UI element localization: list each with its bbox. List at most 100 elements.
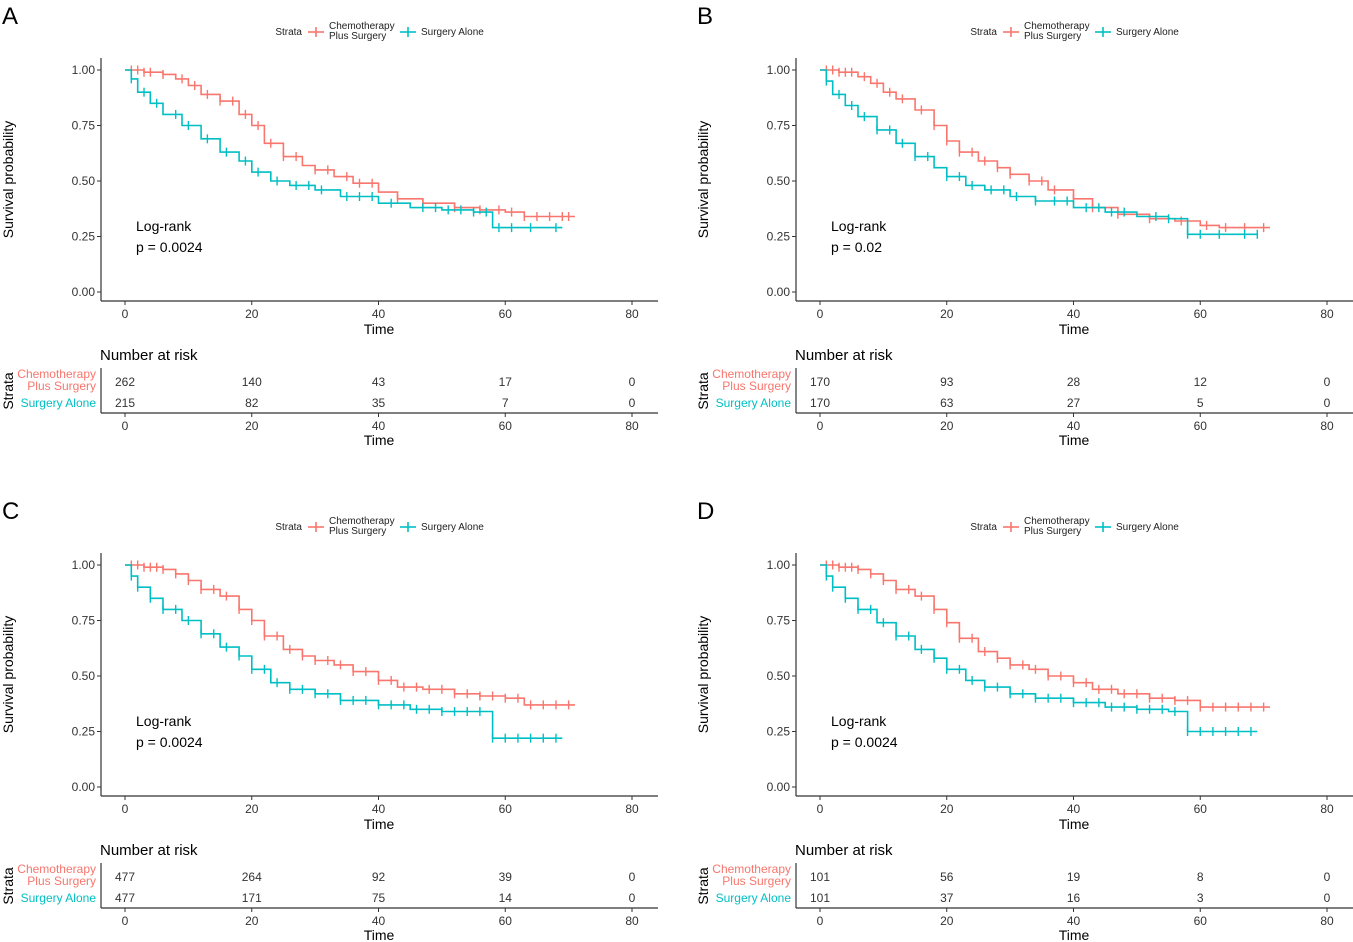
risk-x-tick-label: 40 [372, 419, 386, 433]
y-axis-title: Survival probability [0, 616, 16, 734]
y-tick-label: 0.00 [72, 780, 96, 794]
risk-count: 63 [940, 396, 954, 410]
legend-label: Chemotherapy [1024, 21, 1090, 32]
y-tick-label: 1.00 [72, 63, 96, 77]
panel-letter: A [2, 3, 18, 30]
risk-x-tick-label: 80 [625, 419, 639, 433]
risk-row-label: Chemotherapy [17, 862, 96, 876]
risk-count: 82 [245, 396, 259, 410]
y-tick-label: 0.25 [72, 230, 96, 244]
logrank-label: Log-rank [831, 218, 887, 234]
x-tick-label: 20 [940, 802, 954, 816]
y-tick-label: 0.00 [72, 285, 96, 299]
legend-label: Chemotherapy [329, 516, 395, 527]
survival-curve-chemotherapy [820, 564, 1270, 708]
x-axis-title: Time [364, 816, 395, 832]
risk-table-title: Number at risk [100, 347, 198, 364]
legend-title: Strata [970, 522, 997, 533]
risk-count: 28 [1067, 375, 1081, 389]
legend-label: Plus Surgery [1024, 31, 1081, 42]
y-tick-label: 0.25 [72, 725, 96, 739]
x-tick-label: 40 [1067, 802, 1081, 816]
risk-count: 264 [242, 870, 262, 884]
risk-x-tick-label: 60 [1194, 419, 1208, 433]
y-tick-label: 1.00 [72, 558, 96, 572]
risk-x-tick-label: 20 [245, 914, 259, 928]
legend-label: Surgery Alone [1116, 522, 1179, 533]
risk-row-label: Plus Surgery [27, 379, 96, 393]
risk-x-axis-title: Time [364, 432, 395, 448]
survival-curve-surgery-alone [125, 69, 563, 229]
y-axis-title: Survival probability [695, 616, 711, 734]
risk-count: 7 [502, 396, 509, 410]
risk-table-title: Number at risk [795, 842, 893, 859]
y-tick-label: 0.50 [72, 174, 96, 188]
risk-x-tick-label: 20 [940, 419, 954, 433]
risk-row-label: Plus Surgery [27, 874, 96, 888]
y-tick-label: 0.50 [767, 669, 791, 683]
risk-x-tick-label: 40 [1067, 914, 1081, 928]
risk-count: 8 [1197, 870, 1204, 884]
risk-axis-title: Strata [0, 867, 16, 905]
risk-x-axis-title: Time [1059, 432, 1090, 448]
y-tick-label: 0.00 [767, 780, 791, 794]
legend-label: Chemotherapy [1024, 516, 1090, 527]
risk-x-tick-label: 60 [499, 914, 513, 928]
risk-row-label: Chemotherapy [17, 367, 96, 381]
risk-x-tick-label: 80 [625, 914, 639, 928]
x-tick-label: 80 [1320, 307, 1334, 321]
risk-axis-title: Strata [0, 372, 16, 410]
risk-count: 37 [940, 891, 954, 905]
y-tick-label: 0.00 [767, 285, 791, 299]
survival-curve-chemotherapy [125, 69, 575, 218]
risk-count: 0 [629, 891, 636, 905]
legend-title: Strata [275, 27, 302, 38]
risk-count: 75 [372, 891, 386, 905]
y-axis-title: Survival probability [695, 121, 711, 239]
risk-count: 39 [499, 870, 513, 884]
x-tick-label: 0 [817, 307, 824, 321]
risk-count: 56 [940, 870, 954, 884]
survival-curve-chemotherapy [125, 564, 575, 706]
risk-x-tick-label: 80 [1320, 914, 1334, 928]
y-tick-label: 0.75 [767, 119, 791, 133]
survival-curve-chemotherapy [820, 69, 1270, 229]
risk-x-tick-label: 0 [817, 419, 824, 433]
x-tick-label: 0 [122, 307, 129, 321]
risk-count: 477 [115, 870, 135, 884]
x-tick-label: 40 [372, 802, 386, 816]
risk-x-tick-label: 40 [1067, 419, 1081, 433]
risk-x-tick-label: 60 [499, 419, 513, 433]
y-tick-label: 0.75 [72, 614, 96, 628]
risk-row-label: Plus Surgery [722, 379, 791, 393]
x-tick-label: 20 [940, 307, 954, 321]
p-value-label: p = 0.02 [831, 239, 882, 255]
legend-label: Surgery Alone [421, 522, 484, 533]
risk-x-axis-title: Time [1059, 927, 1090, 942]
risk-count: 0 [1324, 870, 1331, 884]
y-tick-label: 0.75 [72, 119, 96, 133]
risk-x-axis-title: Time [364, 927, 395, 942]
risk-x-tick-label: 0 [817, 914, 824, 928]
y-tick-label: 0.25 [767, 725, 791, 739]
risk-count: 215 [115, 396, 135, 410]
risk-count: 140 [242, 375, 262, 389]
x-tick-label: 0 [817, 802, 824, 816]
legend-label: Plus Surgery [1024, 526, 1081, 537]
x-tick-label: 40 [1067, 307, 1081, 321]
risk-count: 14 [499, 891, 513, 905]
risk-count: 0 [1324, 891, 1331, 905]
risk-count: 101 [810, 870, 830, 884]
risk-x-tick-label: 40 [372, 914, 386, 928]
risk-row-label: Surgery Alone [21, 396, 97, 410]
y-tick-label: 0.50 [72, 669, 96, 683]
risk-x-tick-label: 20 [245, 419, 259, 433]
risk-count: 0 [629, 870, 636, 884]
risk-count: 92 [372, 870, 386, 884]
p-value-label: p = 0.0024 [831, 734, 898, 750]
risk-axis-title: Strata [695, 867, 711, 905]
risk-count: 27 [1067, 396, 1081, 410]
risk-x-tick-label: 0 [122, 419, 129, 433]
